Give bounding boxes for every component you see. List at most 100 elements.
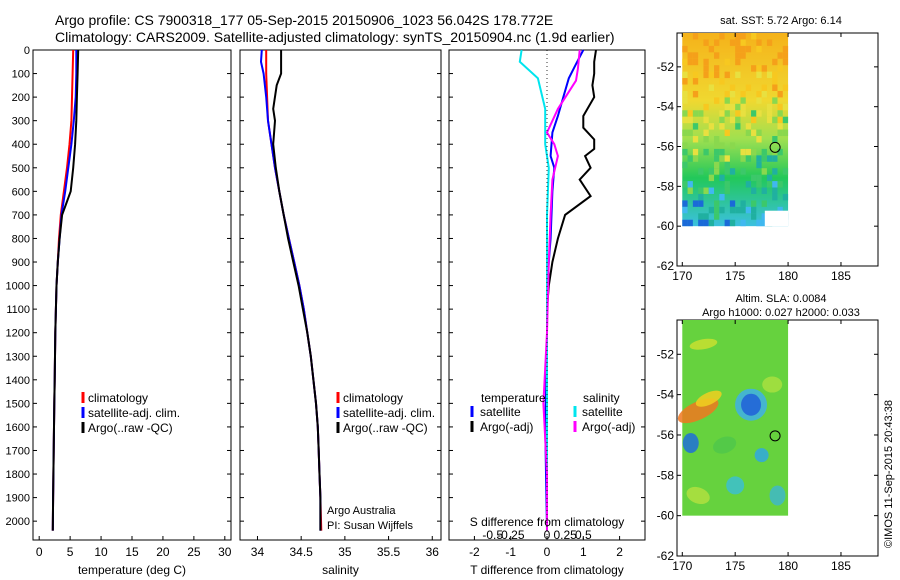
sst-cell [740,206,746,214]
temperature-panel: 0100200300400500600700800900100011001200… [6,45,232,577]
x-tick-label: 175 [725,559,745,573]
sst-cell [729,90,736,98]
x-tick-label: 34 [251,545,265,559]
sst-cell [708,84,715,91]
sst-cell [719,123,725,130]
sla-anomaly [754,448,769,463]
y-tick-label: -60 [657,509,675,523]
sst-cell [777,206,783,214]
x-axis-label: T difference from climatology [470,563,624,577]
sst-cell [777,90,783,98]
sst-cell [735,110,741,117]
sla-anomaly [713,436,737,454]
sst-cell [682,142,688,149]
sst-cell [682,97,688,104]
missing-data [764,210,789,227]
sst-cell [729,39,736,46]
sst-cell [724,90,730,98]
y-tick-label: -62 [657,259,675,273]
sst-cell [782,103,789,111]
series-line [272,50,322,531]
sst-cell [729,206,736,214]
y-tick-label: 1400 [6,375,30,387]
y-tick-label: -52 [657,60,675,74]
sst-cell [729,168,736,175]
sst-cell [724,155,730,162]
sst-cell [756,136,762,143]
sst-cell [692,200,699,207]
top-axis-label: S difference from climatology [470,515,625,529]
sst-cell [756,155,762,162]
sst-cell [756,39,762,46]
annotation-text: Argo Australia [327,505,396,517]
sst-cell [766,110,773,117]
sst-cell [724,97,730,104]
sst-cell [756,65,762,72]
sst-cell [724,129,730,137]
sst-cell [745,45,752,53]
sst-cell [756,161,762,169]
sst-cell [772,155,778,162]
x-tick-label: 25 [187,545,201,559]
sst-cell [756,174,762,182]
sst-cell [687,181,693,188]
sst-cell [756,110,762,117]
top-tick-label: -0.5 [482,528,503,542]
y-tick-label: 1600 [6,422,30,434]
sst-cell [714,168,720,175]
sst-cell [751,187,757,194]
sst-cell [761,90,767,98]
sst-cell [766,71,773,79]
x-tick-label: 36 [426,545,440,559]
y-tick-label: 1500 [6,398,30,410]
sst-cell [703,103,709,111]
sst-cell [735,52,741,59]
y-tick-label: -54 [657,100,675,114]
sst-cell [719,142,725,149]
sst-cell [740,155,746,162]
sst-cell [708,187,715,194]
x-tick-label: 185 [831,269,851,283]
top-tick-label: 0.25 [553,528,577,542]
x-tick-label: 15 [125,545,139,559]
legend-label: Argo(-adj) [480,420,533,434]
sst-cell [761,200,767,207]
sst-cell [740,45,746,53]
sst-cell [692,155,699,162]
sst-cell [682,116,688,124]
sst-cell [740,219,746,227]
sst-cell [782,116,789,124]
sst-cell [745,84,752,91]
sst-cell [751,174,757,182]
x-tick-label: 185 [831,559,851,573]
sst-cell [740,200,746,207]
sst-cell [740,148,746,156]
top-tick-label: -0.25 [497,528,525,542]
sla-anomaly [741,393,762,416]
sst-cell [777,52,783,59]
annotation-text: PI: Susan Wijffels [327,520,413,532]
sst-cell [766,155,773,162]
sst-cell [740,97,746,104]
legend-label: Argo(-adj) [582,420,635,434]
sst-cell [756,90,762,98]
sst-cell [724,219,730,227]
sst-cell [698,168,704,175]
sst-cell [687,110,693,117]
sst-cell [782,52,789,59]
y-tick-label: 900 [12,257,30,269]
sst-cell [687,58,693,66]
sst-cell [703,187,709,194]
sst-cell [682,181,688,188]
sst-cell [772,97,778,104]
sst-cell [692,52,699,59]
sst-cell [766,181,773,188]
y-tick-label: -58 [657,468,675,482]
sst-cell [761,168,767,175]
sst-cell [729,142,736,149]
x-tick-label: 1 [580,545,587,559]
x-tick-label: 34.5 [289,545,313,559]
sst-cell [692,123,699,130]
x-tick-label: 35 [338,545,352,559]
sst-cell [740,90,746,98]
